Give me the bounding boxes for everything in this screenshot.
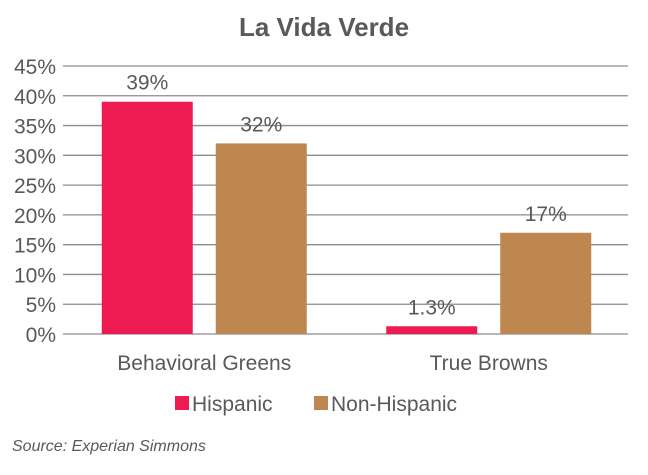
data-label: 1.3%: [408, 296, 456, 319]
bar-hispanic: [386, 326, 478, 334]
data-label: 39%: [126, 72, 168, 95]
chart-title: La Vida Verde: [239, 12, 409, 42]
y-tick-label: 5%: [26, 294, 56, 317]
legend-label: Hispanic: [192, 393, 273, 416]
y-tick-label: 40%: [14, 86, 56, 109]
source-note: Source: Experian Simmons: [12, 438, 206, 455]
y-tick-label: 35%: [14, 116, 56, 139]
data-labels: 39% 32% 1.3% 17%: [126, 72, 567, 320]
bars: [101, 101, 592, 334]
legend: Hispanic Non-Hispanic: [175, 393, 457, 416]
legend-swatch: [175, 396, 189, 410]
data-label: 32%: [240, 113, 282, 136]
legend-label: Non-Hispanic: [331, 393, 457, 416]
bar-non-hispanic: [215, 143, 307, 334]
y-tick-label: 10%: [14, 264, 56, 287]
bar-non-hispanic: [500, 232, 592, 334]
y-tick-label: 20%: [14, 205, 56, 228]
y-tick-label: 0%: [26, 324, 56, 347]
y-tick-label: 15%: [14, 235, 56, 258]
x-category-label: True Browns: [430, 352, 548, 375]
y-tick-label: 45%: [14, 56, 56, 79]
y-tick-label: 30%: [14, 145, 56, 168]
bar-hispanic: [101, 101, 193, 334]
y-axis: 0% 5% 10% 15% 20% 25% 30% 35% 40% 45%: [14, 56, 56, 347]
x-axis: Behavioral Greens True Browns: [117, 352, 548, 375]
data-label: 17%: [525, 203, 567, 226]
x-category-label: Behavioral Greens: [117, 352, 291, 375]
legend-swatch: [314, 396, 328, 410]
y-tick-label: 25%: [14, 175, 56, 198]
